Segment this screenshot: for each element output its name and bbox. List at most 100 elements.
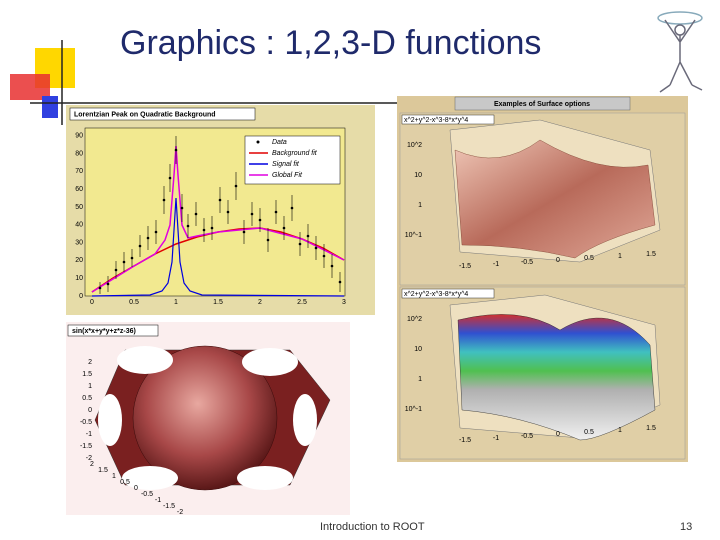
z-tick-label: 1 [418, 376, 422, 383]
legend-label: Background fit [272, 150, 318, 157]
x-tick-label: -1 [493, 261, 499, 268]
x-tick-label: 1.5 [213, 299, 223, 306]
x-tick-label: -1 [493, 435, 499, 442]
data-point [282, 226, 286, 230]
x-tick-label: 0 [556, 257, 560, 264]
data-point [322, 254, 326, 258]
panel-title: sin(x*x+y*y+z*z-36) [72, 328, 136, 335]
x-tick-label: 2 [90, 461, 94, 468]
x-tick-label: 0.5 [129, 299, 139, 306]
x-tick-label: 1.5 [646, 251, 656, 258]
y-tick-label: 10 [75, 275, 83, 282]
x-tick-label: 0.5 [584, 255, 594, 262]
subplot-label-box [401, 114, 495, 125]
data-point [290, 206, 294, 210]
z-tick-label: 10^2 [407, 142, 422, 149]
x-tick-label: 1 [112, 473, 116, 480]
y-tick-label: 1 [88, 383, 92, 390]
y-tick-label: 0 [88, 407, 92, 414]
surface-panel: Examples of Surface options x^2+y^2-x^3-… [397, 96, 688, 462]
y-tick-label: 90 [75, 133, 83, 140]
x-tick-label: -0.5 [141, 491, 153, 498]
x-tick-label: -1.5 [459, 437, 471, 444]
y-tick-label: 20 [75, 257, 83, 264]
x-tick-label: 0 [134, 485, 138, 492]
x-tick-label: 1.5 [98, 467, 108, 474]
subplot-label-box [401, 288, 495, 299]
y-tick-label: -2 [86, 455, 92, 462]
x-tick-label: 0 [90, 299, 94, 306]
data-point [162, 198, 166, 202]
data-point [168, 176, 172, 180]
y-tick-label: 60 [75, 186, 83, 193]
y-tick-label: -1 [86, 431, 92, 438]
x-tick-label: -2 [177, 509, 183, 516]
data-point [130, 256, 134, 260]
data-point [210, 226, 214, 230]
z-tick-label: 10^2 [407, 316, 422, 323]
data-point [338, 280, 342, 284]
y-tick-label: 1.5 [82, 371, 92, 378]
data-point [174, 148, 178, 152]
x-tick-label: 1 [618, 427, 622, 434]
data-point [194, 212, 198, 216]
x-tick-label: 0 [556, 431, 560, 438]
data-point [218, 198, 222, 202]
legend-marker [256, 140, 260, 144]
data-point [266, 238, 270, 242]
x-tick-label: 1.5 [646, 425, 656, 432]
data-point [242, 230, 246, 234]
y-tick-label: 2 [88, 359, 92, 366]
data-point [314, 246, 318, 250]
data-point [154, 230, 158, 234]
logo [657, 11, 703, 93]
footer: Introduction to ROOT [320, 521, 425, 533]
x-tick-label: 0.5 [584, 429, 594, 436]
z-tick-label: 1 [418, 202, 422, 209]
data-point [250, 212, 254, 216]
data-point [298, 242, 302, 246]
y-tick-label: 0.5 [82, 395, 92, 402]
slide-title: Graphics : 1,2,3-D functions [120, 24, 541, 62]
z-tick-label: 10 [414, 346, 422, 353]
data-point [186, 224, 190, 228]
y-tick-label: -0.5 [80, 419, 92, 426]
data-point [274, 210, 278, 214]
legend-label: Global Fit [272, 172, 303, 179]
subplot-label: x^2+y^2-x^3-8*x*y^4 [404, 291, 468, 298]
data-point [146, 236, 150, 240]
data-point [106, 282, 110, 286]
y-tick-label: 50 [75, 204, 83, 211]
lorentzian-panel: Lorentzian Peak on Quadratic Background … [66, 105, 375, 315]
legend-label: Signal fit [272, 161, 300, 168]
legend-label: Data [272, 139, 287, 146]
data-point [114, 268, 118, 272]
x-tick-label: -0.5 [521, 433, 533, 440]
data-point [258, 218, 262, 222]
y-tick-label: 30 [75, 239, 83, 246]
panel-title: Examples of Surface options [494, 101, 590, 108]
y-tick-label: 80 [75, 150, 83, 157]
data-point [180, 206, 184, 210]
x-tick-label: 2 [258, 299, 262, 306]
panel-title: Lorentzian Peak on Quadratic Background [74, 111, 216, 118]
data-point [202, 228, 206, 232]
data-point [122, 260, 126, 264]
data-point [138, 244, 142, 248]
subplot-label: x^2+y^2-x^3-8*x*y^4 [404, 117, 468, 124]
data-points [98, 136, 342, 294]
sphere-panel: sin(x*x+y*y+z*z-36) 21.510.50-0.5-1-1.5-… [66, 322, 350, 516]
x-tick-label: 3 [342, 299, 346, 306]
data-point [226, 210, 230, 214]
y-tick-label: 70 [75, 168, 83, 175]
x-tick-label: 0.5 [120, 479, 130, 486]
x-tick-label: 1 [618, 253, 622, 260]
x-tick-label: 2.5 [297, 299, 307, 306]
data-point [306, 234, 310, 238]
y-tick-label: 40 [75, 222, 83, 229]
z-tick-label: 10^-1 [405, 406, 422, 413]
y-tick-label: -1.5 [80, 443, 92, 450]
data-point [98, 286, 102, 290]
z-tick-label: 10^-1 [405, 232, 422, 239]
